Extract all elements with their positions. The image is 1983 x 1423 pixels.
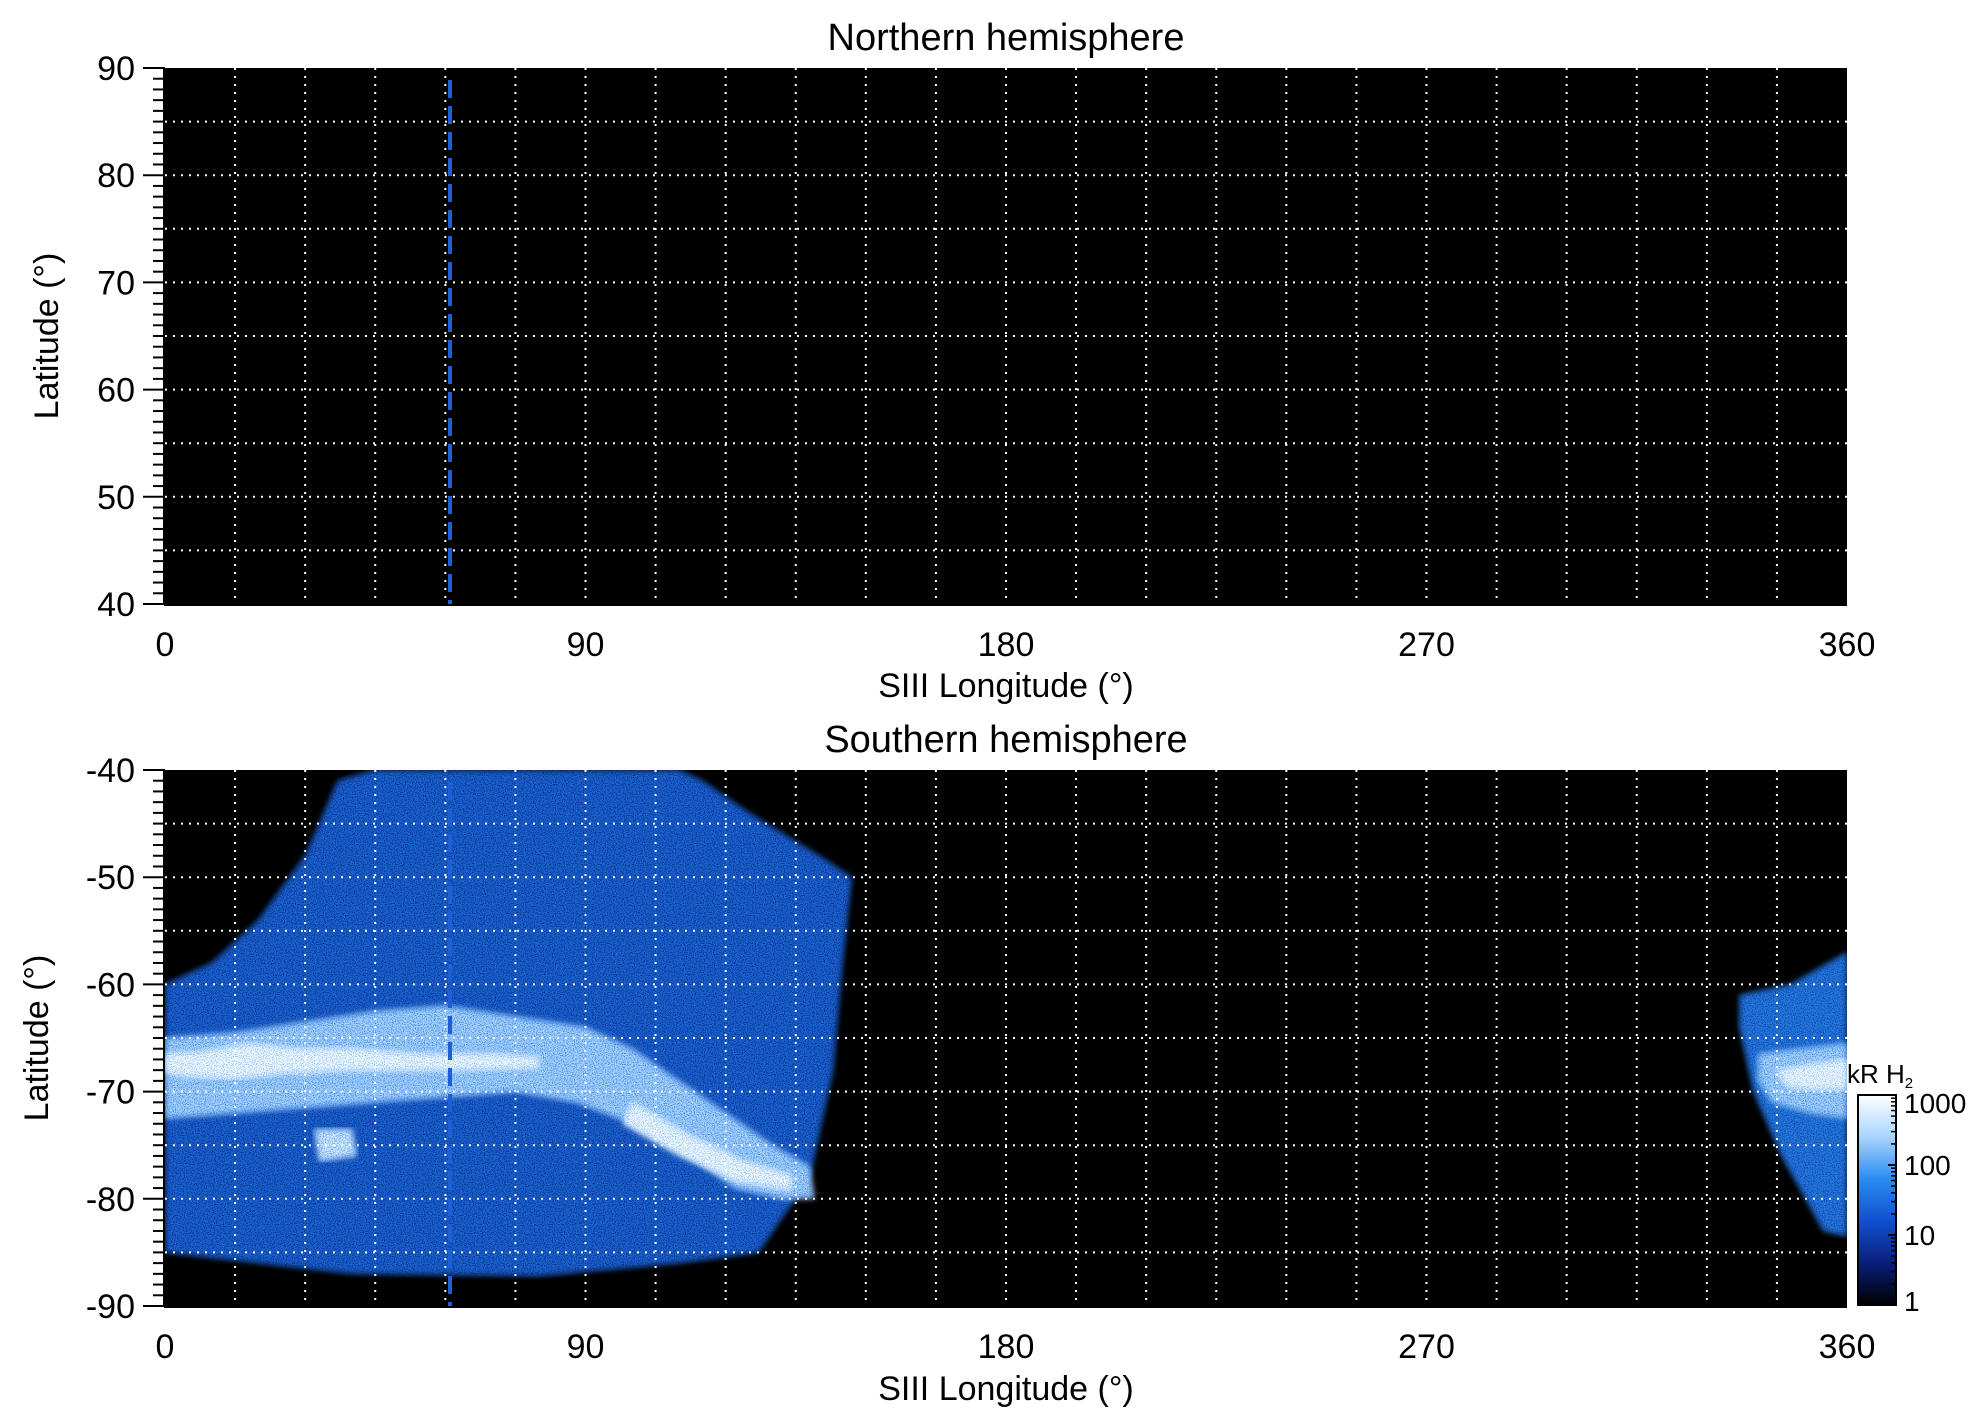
colorbar-tick-label: 10: [1904, 1220, 1935, 1251]
x-tick-label: 90: [567, 626, 605, 664]
colorbar-scale: [1857, 1094, 1897, 1306]
north-y-axis-label: Latitude (°): [28, 253, 66, 420]
y-tick-label: -90: [86, 1288, 135, 1326]
x-tick-label: 0: [156, 626, 175, 664]
x-tick-label: 180: [978, 1328, 1035, 1366]
y-tick-label: -80: [86, 1181, 135, 1219]
south-title: Southern hemisphere: [824, 719, 1187, 761]
north-title: Northern hemisphere: [828, 17, 1185, 59]
colorbar-tick-label: 100: [1904, 1150, 1951, 1181]
north-x-axis-label: SIII Longitude (°): [878, 667, 1134, 705]
colorbar-tick-label: 1000: [1904, 1088, 1966, 1119]
x-tick-label: 90: [567, 1328, 605, 1366]
colorbar-label-subscript: 2: [1905, 1075, 1913, 1092]
south-grid: [165, 770, 1847, 1306]
colorbar-label: kR H2: [1847, 1059, 1913, 1092]
south-axes: -40 -50 -60 -70 -80 -90 0 90 180 270 360: [86, 752, 1876, 1366]
emission-texture-3: [622, 1102, 792, 1191]
colorbar: kR H2 1000 100 10 1: [1847, 1059, 1966, 1317]
x-tick-label: 180: [978, 626, 1035, 664]
north-panel: Northern hemisphere 40 50 60 70 80 90 0 90 180 27…: [28, 17, 1875, 705]
y-tick-label: 50: [97, 479, 135, 517]
y-tick-label: 80: [97, 157, 135, 195]
y-tick-label: -40: [86, 752, 135, 790]
colorbar-ticks: 1000 100 10 1: [1888, 1088, 1966, 1317]
y-tick-label: -50: [86, 859, 135, 897]
y-tick-label: 70: [97, 264, 135, 302]
y-tick-label: 60: [97, 372, 135, 410]
north-grid: [165, 68, 1847, 604]
y-tick-label: 40: [97, 586, 135, 624]
y-tick-label: -60: [86, 966, 135, 1004]
south-y-axis-label: Latitude (°): [18, 955, 56, 1122]
colorbar-tick-label: 1: [1904, 1286, 1920, 1317]
colorbar-label-text: kR H: [1847, 1059, 1905, 1089]
north-axes: 40 50 60 70 80 90 0 90 180 270 360: [97, 50, 1875, 664]
south-emission: [165, 770, 1847, 1276]
emission-texture-7: [1776, 1059, 1847, 1090]
south-panel: Southern hemisphere -40 -50 -60 -70 -80 -90 0 9…: [18, 719, 1875, 1408]
x-tick-label: 0: [156, 1328, 175, 1366]
y-tick-label: -70: [86, 1074, 135, 1112]
x-tick-label: 360: [1819, 1328, 1876, 1366]
emission-texture-4: [314, 1129, 357, 1162]
x-tick-label: 270: [1398, 626, 1455, 664]
emission-texture-2: [165, 1043, 539, 1079]
south-x-axis-label: SIII Longitude (°): [878, 1370, 1134, 1408]
x-tick-label: 360: [1819, 626, 1876, 664]
x-tick-label: 270: [1398, 1328, 1455, 1366]
y-tick-label: 90: [97, 50, 135, 88]
